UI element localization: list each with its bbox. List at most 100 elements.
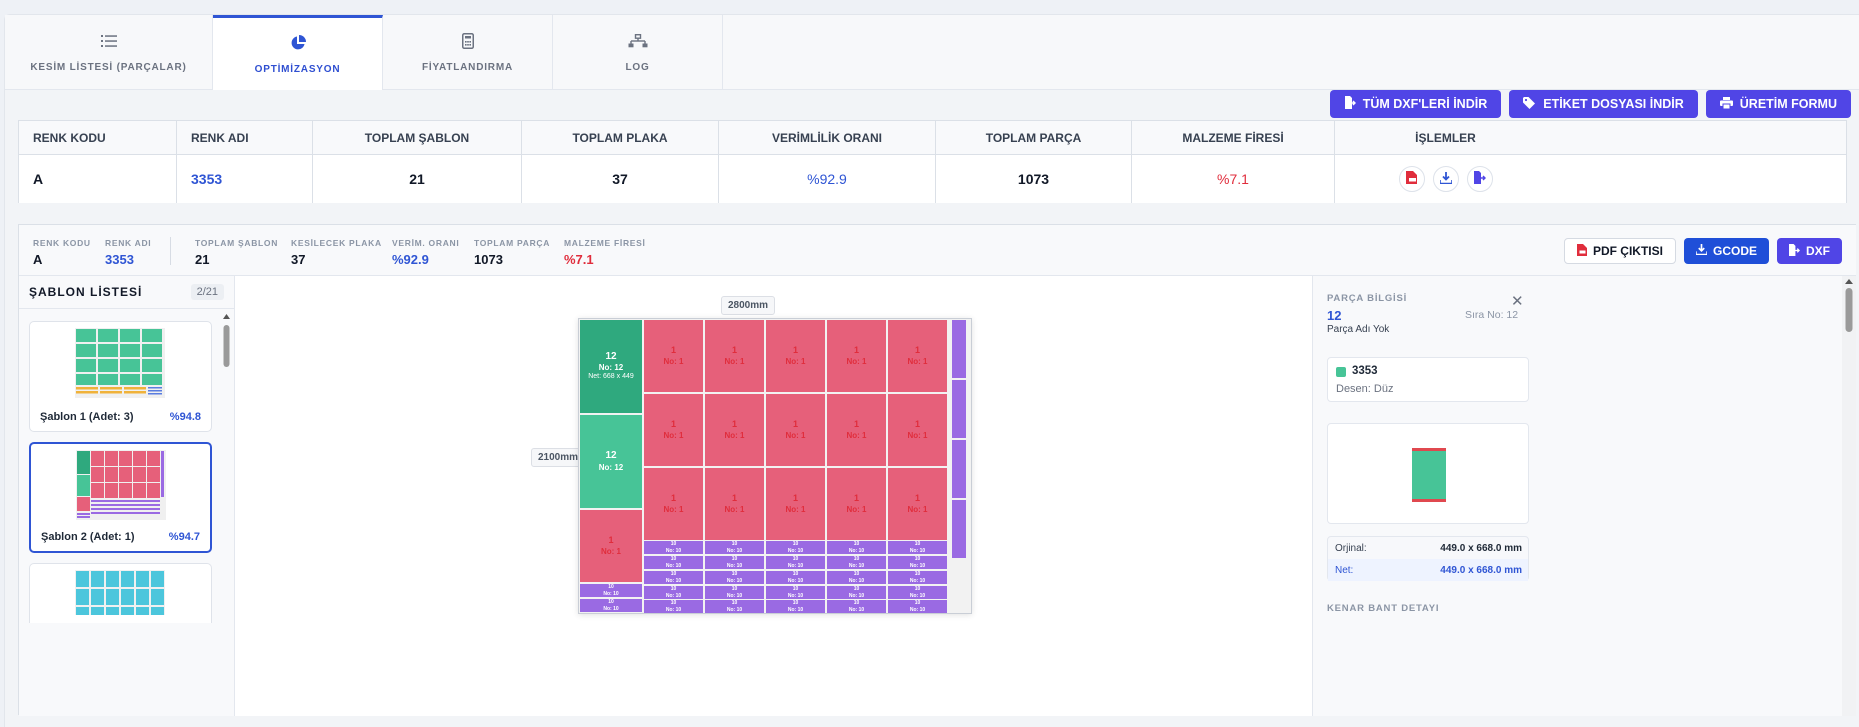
template-name: Şablon 1 (Adet: 3): [40, 411, 134, 423]
template-card[interactable]: Şablon 1 (Adet: 3) %94.8: [29, 321, 212, 432]
pdf-output-button[interactable]: PDF ÇIKTISI: [1563, 238, 1676, 264]
cell-toplam-sablon: 21: [313, 155, 522, 203]
piece[interactable]: 1 No: 1: [888, 320, 947, 392]
cell-renk-adi[interactable]: 3353: [177, 155, 313, 203]
tab-bar: KESİM LİSTESİ (PARÇALAR) OPTİMİZASYON Fİ…: [5, 15, 1859, 90]
piece-selected[interactable]: 12 No: 12 Net: 668 x 449: [580, 320, 642, 413]
piece[interactable]: 1 No: 1: [705, 468, 764, 540]
col-header: RENK KODU: [19, 121, 177, 154]
piece[interactable]: [952, 380, 966, 438]
piece[interactable]: 1 No: 1: [644, 468, 703, 540]
piece[interactable]: [952, 320, 966, 378]
piece[interactable]: 1 No: 1: [888, 468, 947, 540]
stat-label: TOPLAM PARÇA: [474, 238, 551, 248]
piece[interactable]: 10 No: 10: [888, 556, 947, 569]
download-label-file-button[interactable]: ETİKET DOSYASI İNDİR: [1509, 90, 1698, 118]
summary-table: RENK KODU RENK ADI TOPLAM ŞABLON TOPLAM …: [18, 120, 1847, 203]
pattern-text: Desen: Düz: [1336, 383, 1394, 395]
app-window: KESİM LİSTESİ (PARÇALAR) OPTİMİZASYON Fİ…: [4, 14, 1859, 727]
piece[interactable]: 10 No: 10: [827, 571, 886, 584]
piece[interactable]: 1 No: 1: [888, 394, 947, 466]
tab-log[interactable]: LOG: [553, 15, 723, 90]
piece[interactable]: 10 No: 10: [888, 600, 947, 613]
piece[interactable]: 10 No: 10: [705, 556, 764, 569]
cell-actions: [1335, 155, 1556, 203]
template-rate: %94.7: [168, 531, 200, 543]
cutting-sheet[interactable]: 12 No: 12 Net: 668 x 449 12 No: 12 1 No:…: [578, 318, 972, 614]
template-list-scrollbar[interactable]: [222, 312, 231, 712]
col-header: TOPLAM ŞABLON: [313, 121, 522, 154]
stat-label: TOPLAM ŞABLON: [195, 238, 279, 248]
template-pager: 2/21: [190, 284, 224, 300]
piece[interactable]: 12 No: 12: [580, 415, 642, 508]
tab-cut-list[interactable]: KESİM LİSTESİ (PARÇALAR): [5, 15, 213, 90]
piece[interactable]: 1 No: 1: [705, 320, 764, 392]
template-list-header: ŞABLON LİSTESİ 2/21: [19, 276, 234, 309]
part-info-label: PARÇA BİLGİSİ: [1327, 293, 1408, 304]
tab-optimization[interactable]: OPTİMİZASYON: [213, 15, 383, 90]
piece[interactable]: 10 No: 10: [705, 541, 764, 554]
template-thumbnail: [75, 570, 165, 615]
piece[interactable]: 1 No: 1: [644, 320, 703, 392]
piece[interactable]: [952, 440, 966, 498]
piece[interactable]: 10 No: 10: [644, 541, 703, 554]
piece[interactable]: 1 No: 1: [705, 394, 764, 466]
piece[interactable]: [952, 500, 966, 558]
piece[interactable]: 1 No: 1: [580, 510, 642, 582]
dxf-button[interactable]: DXF: [1777, 238, 1842, 264]
piece[interactable]: 10 No: 10: [766, 571, 825, 584]
piece[interactable]: 10 No: 10: [766, 586, 825, 599]
pdf-download-button[interactable]: [1398, 166, 1425, 192]
piece[interactable]: 10 No: 10: [766, 600, 825, 613]
piece[interactable]: 10 No: 10: [827, 586, 886, 599]
piece[interactable]: 10 No: 10: [644, 586, 703, 599]
piece[interactable]: 10 No: 10: [705, 586, 764, 599]
piece[interactable]: 1 No: 1: [644, 394, 703, 466]
part-info-panel: PARÇA BİLGİSİ ✕ 12 Sıra No: 12 Parça Adı…: [1312, 276, 1843, 716]
piece[interactable]: 1 No: 1: [766, 320, 825, 392]
template-card-selected[interactable]: Şablon 2 (Adet: 1) %94.7: [29, 442, 212, 553]
dimensions-box: Orjinal: 449.0 x 668.0 mm Net: 449.0 x 6…: [1327, 536, 1529, 581]
layout-canvas[interactable]: 2800mm 2100mm 12 No: 12 Net: 668 x 449 1…: [235, 276, 1312, 716]
piece[interactable]: 10 No: 10: [888, 541, 947, 554]
piece[interactable]: 10 No: 10: [644, 556, 703, 569]
piece[interactable]: 10 No: 10: [888, 571, 947, 584]
pdf-file-icon: [1406, 171, 1417, 187]
piece[interactable]: 1 No: 1: [827, 468, 886, 540]
stat-renk-adi: 3353: [105, 252, 134, 267]
stat-sablon: 21: [195, 252, 210, 267]
piece[interactable]: 10 No: 10: [827, 556, 886, 569]
cell-renk-kodu: A: [19, 155, 177, 203]
download-icon: [1695, 244, 1708, 258]
file-export-icon: [1344, 96, 1356, 112]
file-export-icon: [1789, 243, 1800, 259]
tab-pricing[interactable]: FİYATLANDIRMA: [383, 15, 553, 90]
table-row[interactable]: A 3353 21 37 %92.9 1073 %7.1: [19, 155, 1846, 203]
piece[interactable]: 1 No: 1: [827, 320, 886, 392]
download-all-dxf-button[interactable]: TÜM DXF'LERİ İNDİR: [1329, 90, 1502, 118]
production-form-button[interactable]: ÜRETİM FORMU: [1705, 90, 1851, 118]
piece[interactable]: 10 No: 10: [705, 600, 764, 613]
piece[interactable]: 1 No: 1: [766, 468, 825, 540]
piece[interactable]: 10 No: 10: [888, 586, 947, 599]
piece[interactable]: 10 No: 10: [766, 556, 825, 569]
piece[interactable]: 10 No: 10: [644, 600, 703, 613]
piece[interactable]: 10 No: 10: [580, 599, 642, 612]
piece[interactable]: 10 No: 10: [827, 600, 886, 613]
piece[interactable]: 10 No: 10: [644, 571, 703, 584]
piece[interactable]: 10 No: 10: [766, 541, 825, 554]
piece[interactable]: 10 No: 10: [580, 584, 642, 597]
close-icon[interactable]: ✕: [1511, 293, 1524, 310]
stat-label: MALZEME FİRESİ: [564, 238, 646, 248]
download-button[interactable]: [1432, 166, 1459, 192]
page-scrollbar[interactable]: [1842, 276, 1856, 716]
template-card[interactable]: [29, 563, 212, 623]
piece[interactable]: 10 No: 10: [827, 541, 886, 554]
piece[interactable]: 1 No: 1: [827, 394, 886, 466]
top-actions: TÜM DXF'LERİ İNDİR ETİKET DOSYASI İNDİR …: [1329, 90, 1851, 118]
piece[interactable]: 10 No: 10: [705, 571, 764, 584]
color-swatch: [1336, 367, 1346, 377]
gcode-button[interactable]: GCODE: [1683, 238, 1769, 264]
dxf-export-button[interactable]: [1466, 166, 1493, 192]
piece[interactable]: 1 No: 1: [766, 394, 825, 466]
